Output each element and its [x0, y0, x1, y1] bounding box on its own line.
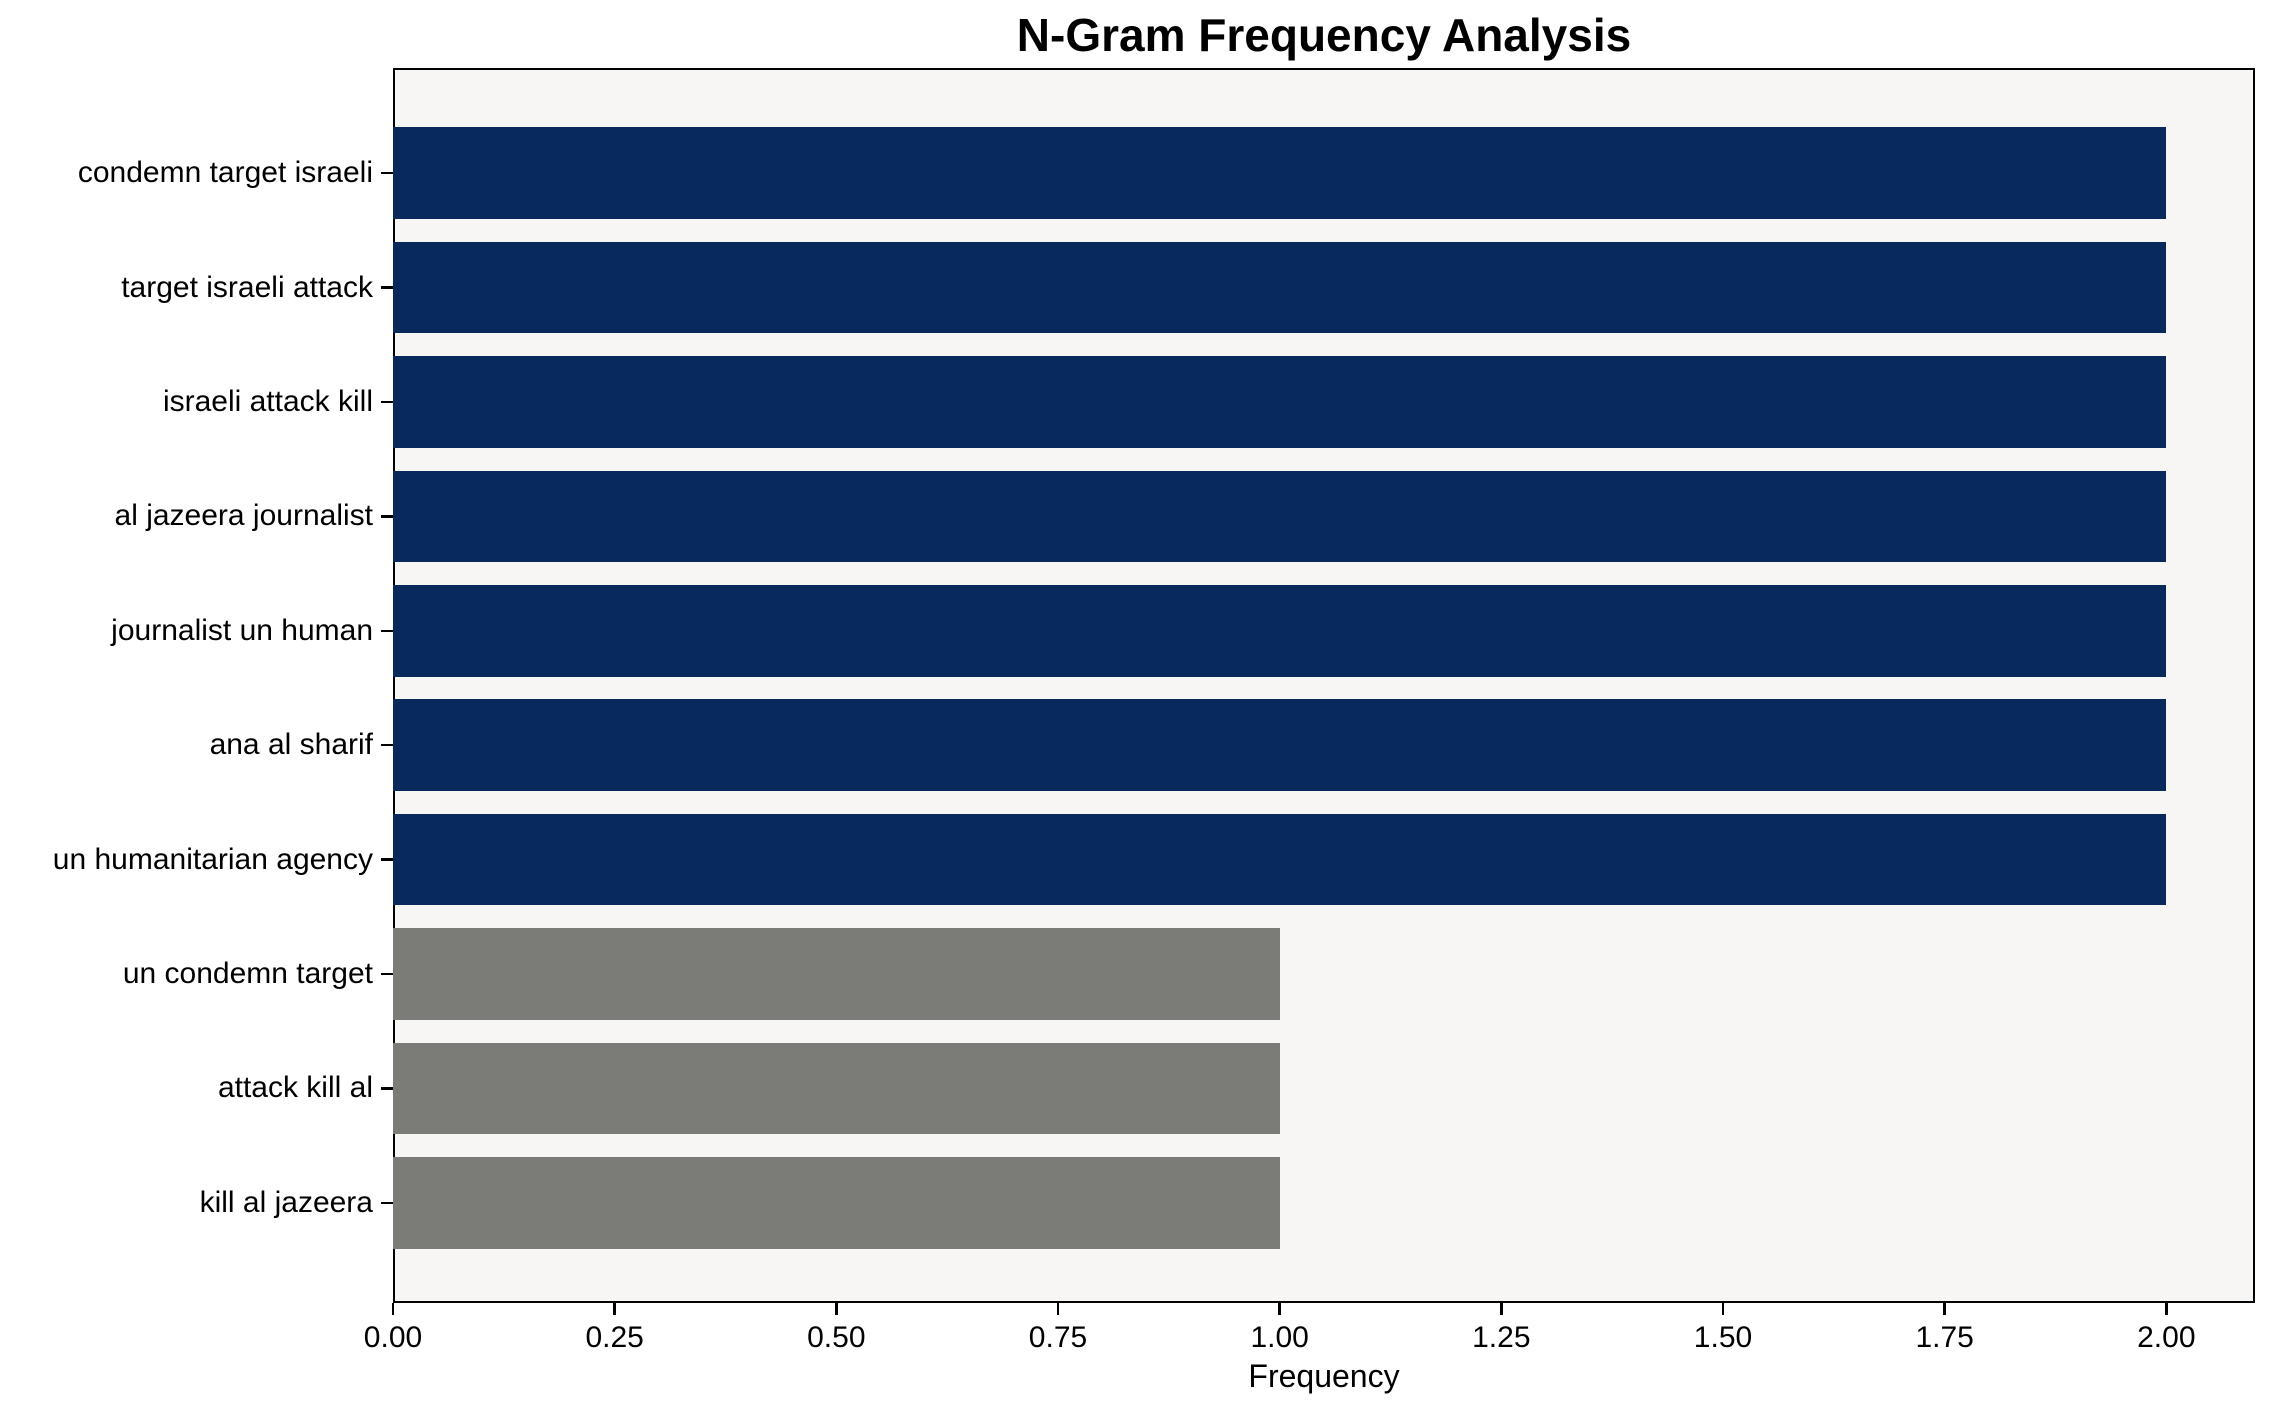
bar	[393, 928, 1280, 1020]
x-tick-mark	[613, 1303, 616, 1315]
y-tick-mark	[381, 400, 393, 404]
bar	[393, 356, 2167, 448]
x-tick-mark	[391, 1303, 395, 1315]
bar	[393, 127, 2167, 219]
x-tick-mark	[1500, 1303, 1503, 1315]
y-tick-mark	[381, 972, 393, 976]
y-axis-label: target israeli attack	[121, 270, 373, 304]
y-axis-label: kill al jazeera	[199, 1185, 373, 1219]
bar	[393, 470, 2167, 563]
x-tick-label: 1.75	[1915, 1321, 1974, 1354]
y-axis-label: israeli attack kill	[162, 385, 373, 418]
x-tick-label: 0.25	[585, 1321, 644, 1354]
x-tick-mark	[1056, 1303, 1060, 1315]
x-tick-mark	[2165, 1303, 2168, 1315]
x-tick-mark	[1278, 1303, 1281, 1315]
x-tick-label: 2.00	[2137, 1321, 2196, 1354]
y-axis-label: condemn target israeli	[77, 156, 373, 190]
bar	[393, 241, 2167, 334]
x-tick-mark	[835, 1303, 838, 1315]
y-tick-mark	[381, 171, 393, 175]
x-tick-mark	[1721, 1303, 1725, 1315]
y-axis-label: al jazeera journalist	[114, 499, 373, 533]
bar	[393, 1157, 1280, 1249]
bar	[393, 585, 2167, 677]
y-tick-mark	[381, 858, 393, 861]
x-tick-label: 0.50	[807, 1321, 866, 1354]
y-axis-label: ana al sharif	[209, 728, 373, 762]
chart-title: N-Gram Frequency Analysis	[1016, 9, 1632, 61]
x-axis-title: Frequency	[1248, 1358, 1400, 1394]
x-tick-label: 0.75	[1028, 1321, 1088, 1354]
y-tick-mark	[381, 743, 393, 747]
x-tick-label: 0.00	[363, 1321, 423, 1354]
y-tick-mark	[381, 1201, 393, 1205]
bar	[393, 813, 2167, 906]
bar	[393, 699, 2167, 791]
y-tick-mark	[381, 515, 393, 518]
y-tick-mark	[381, 629, 393, 633]
y-axis-label: journalist un human	[111, 613, 373, 647]
y-tick-mark	[381, 286, 393, 289]
x-tick-label: 1.50	[1693, 1321, 1753, 1354]
x-tick-label: 1.25	[1472, 1321, 1531, 1354]
y-tick-mark	[381, 1087, 393, 1090]
y-axis-label: un humanitarian agency	[52, 842, 373, 876]
y-axis-label: un condemn target	[122, 957, 373, 990]
y-axis-label: attack kill al	[217, 1071, 373, 1105]
x-tick-label: 1.00	[1250, 1321, 1309, 1354]
x-tick-mark	[1943, 1303, 1946, 1315]
bar	[393, 1042, 1280, 1135]
